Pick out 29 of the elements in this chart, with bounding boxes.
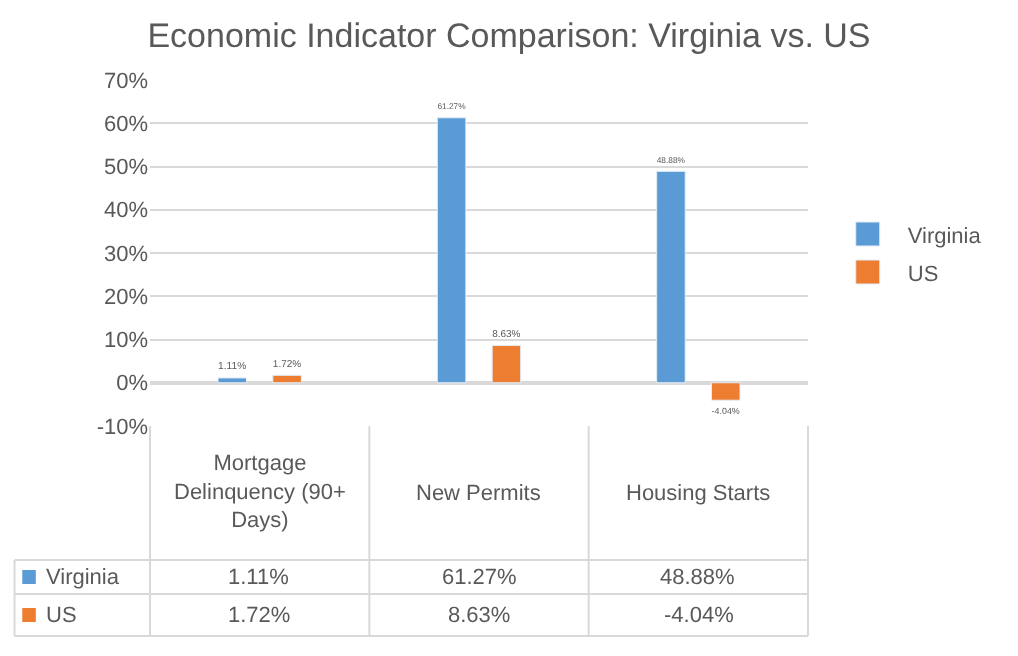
y-tick-label: 0% [116, 372, 149, 397]
bar [711, 382, 741, 401]
text: 48.88% [660, 566, 735, 590]
y-tick-label: -10% [96, 415, 149, 440]
y-tick-label: 70% [103, 69, 149, 94]
text: 1.72% [228, 604, 291, 628]
bar [656, 170, 686, 384]
y-tick-label: 50% [103, 156, 149, 181]
y-tick-label: 60% [103, 112, 149, 137]
bar [436, 117, 467, 384]
legend-label: US [907, 262, 939, 287]
chart-title: Economic Indicator Comparison: Virginia vs. US [147, 16, 871, 55]
bar [272, 374, 302, 384]
text: 1.11% [228, 566, 289, 590]
y-tick-label: 40% [103, 199, 149, 224]
x-tick-label: New Permits [416, 482, 542, 506]
text: US [46, 604, 77, 628]
bar [491, 344, 522, 384]
y-tick-label: 20% [103, 285, 149, 310]
x-tick-label: Housing Starts [626, 482, 772, 506]
text: 8.63% [448, 604, 511, 628]
y-tick-label: 30% [103, 242, 149, 267]
bar [217, 377, 247, 384]
y-tick-label: 10% [103, 329, 149, 354]
text: Virginia [907, 224, 981, 249]
text: -4.04% [664, 604, 734, 628]
text: 61.27% [442, 566, 517, 590]
legend-label: Virginia [46, 566, 121, 590]
x-tick-label: Mortgage Delinquency (90+ Days) [174, 452, 346, 534]
